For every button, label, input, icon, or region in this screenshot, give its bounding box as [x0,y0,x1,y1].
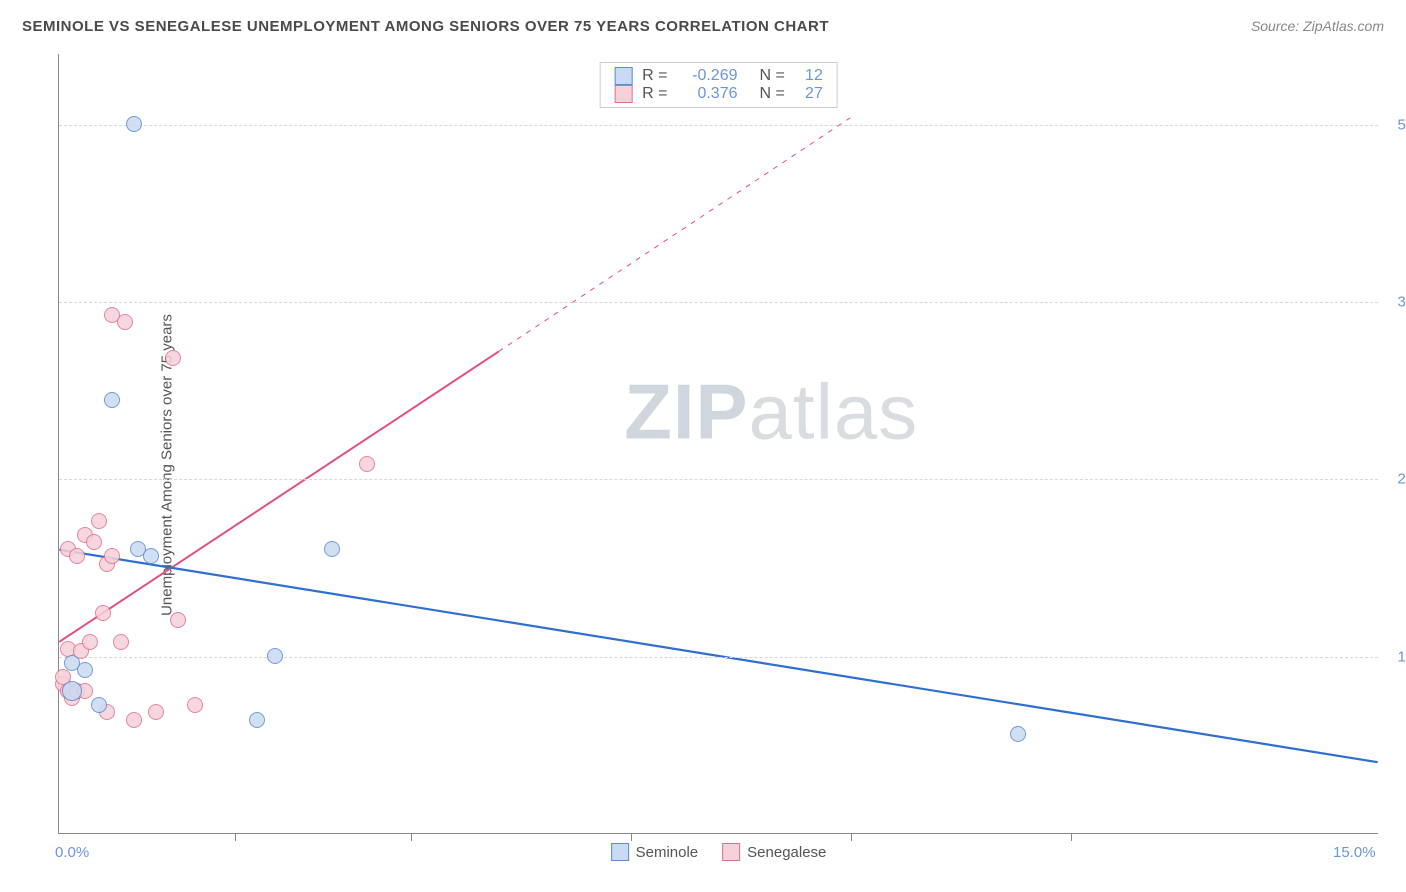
series-legend: Seminole Senegalese [611,843,827,861]
y-tick-label: 25.0% [1397,471,1406,488]
x-tick [631,833,632,841]
x-tick [235,833,236,841]
data-point [77,662,93,678]
legend-swatch [611,843,629,861]
legend-item: Senegalese [722,843,826,861]
data-point [117,314,133,330]
legend-label: Seminole [636,844,699,861]
data-point [187,697,203,713]
legend-swatch [722,843,740,861]
data-point [113,634,129,650]
data-point [143,548,159,564]
legend-swatch [614,85,632,103]
data-point [148,704,164,720]
chart-title: SEMINOLE VS SENEGALESE UNEMPLOYMENT AMON… [22,18,829,35]
data-point [91,513,107,529]
legend-label: Senegalese [747,844,826,861]
correlation-legend: R =-0.269N =12R =0.376N =27 [599,62,838,108]
data-point [126,116,142,132]
x-tick [411,833,412,841]
grid-line [59,657,1378,658]
data-point [126,712,142,728]
legend-item: Seminole [611,843,699,861]
data-point [165,350,181,366]
data-point [86,534,102,550]
chart-area: Unemployment Among Seniors over 75 years… [50,48,1396,882]
data-point [69,548,85,564]
y-tick-label: 37.5% [1397,294,1406,311]
scatter-plot: ZIPatlas R =-0.269N =12R =0.376N =27 Sem… [58,54,1378,834]
chart-source: Source: ZipAtlas.com [1251,18,1384,34]
data-point [359,456,375,472]
data-point [324,541,340,557]
grid-line [59,302,1378,303]
grid-line [59,479,1378,480]
grid-line [59,125,1378,126]
data-point [82,634,98,650]
data-point [91,697,107,713]
data-point [267,648,283,664]
y-tick-label: 12.5% [1397,648,1406,665]
data-point [62,681,82,701]
x-tick-label: 15.0% [1333,844,1376,861]
data-point [95,605,111,621]
legend-row: R =0.376N =27 [614,85,823,103]
data-point [104,392,120,408]
legend-row: R =-0.269N =12 [614,67,823,85]
data-point [1010,726,1026,742]
x-tick-label: 0.0% [55,844,89,861]
x-tick [851,833,852,841]
data-point [104,548,120,564]
legend-swatch [614,67,632,85]
data-point [170,612,186,628]
data-point [249,712,265,728]
chart-header: SEMINOLE VS SENEGALESE UNEMPLOYMENT AMON… [0,0,1406,35]
x-tick [1071,833,1072,841]
y-tick-label: 50.0% [1397,116,1406,133]
